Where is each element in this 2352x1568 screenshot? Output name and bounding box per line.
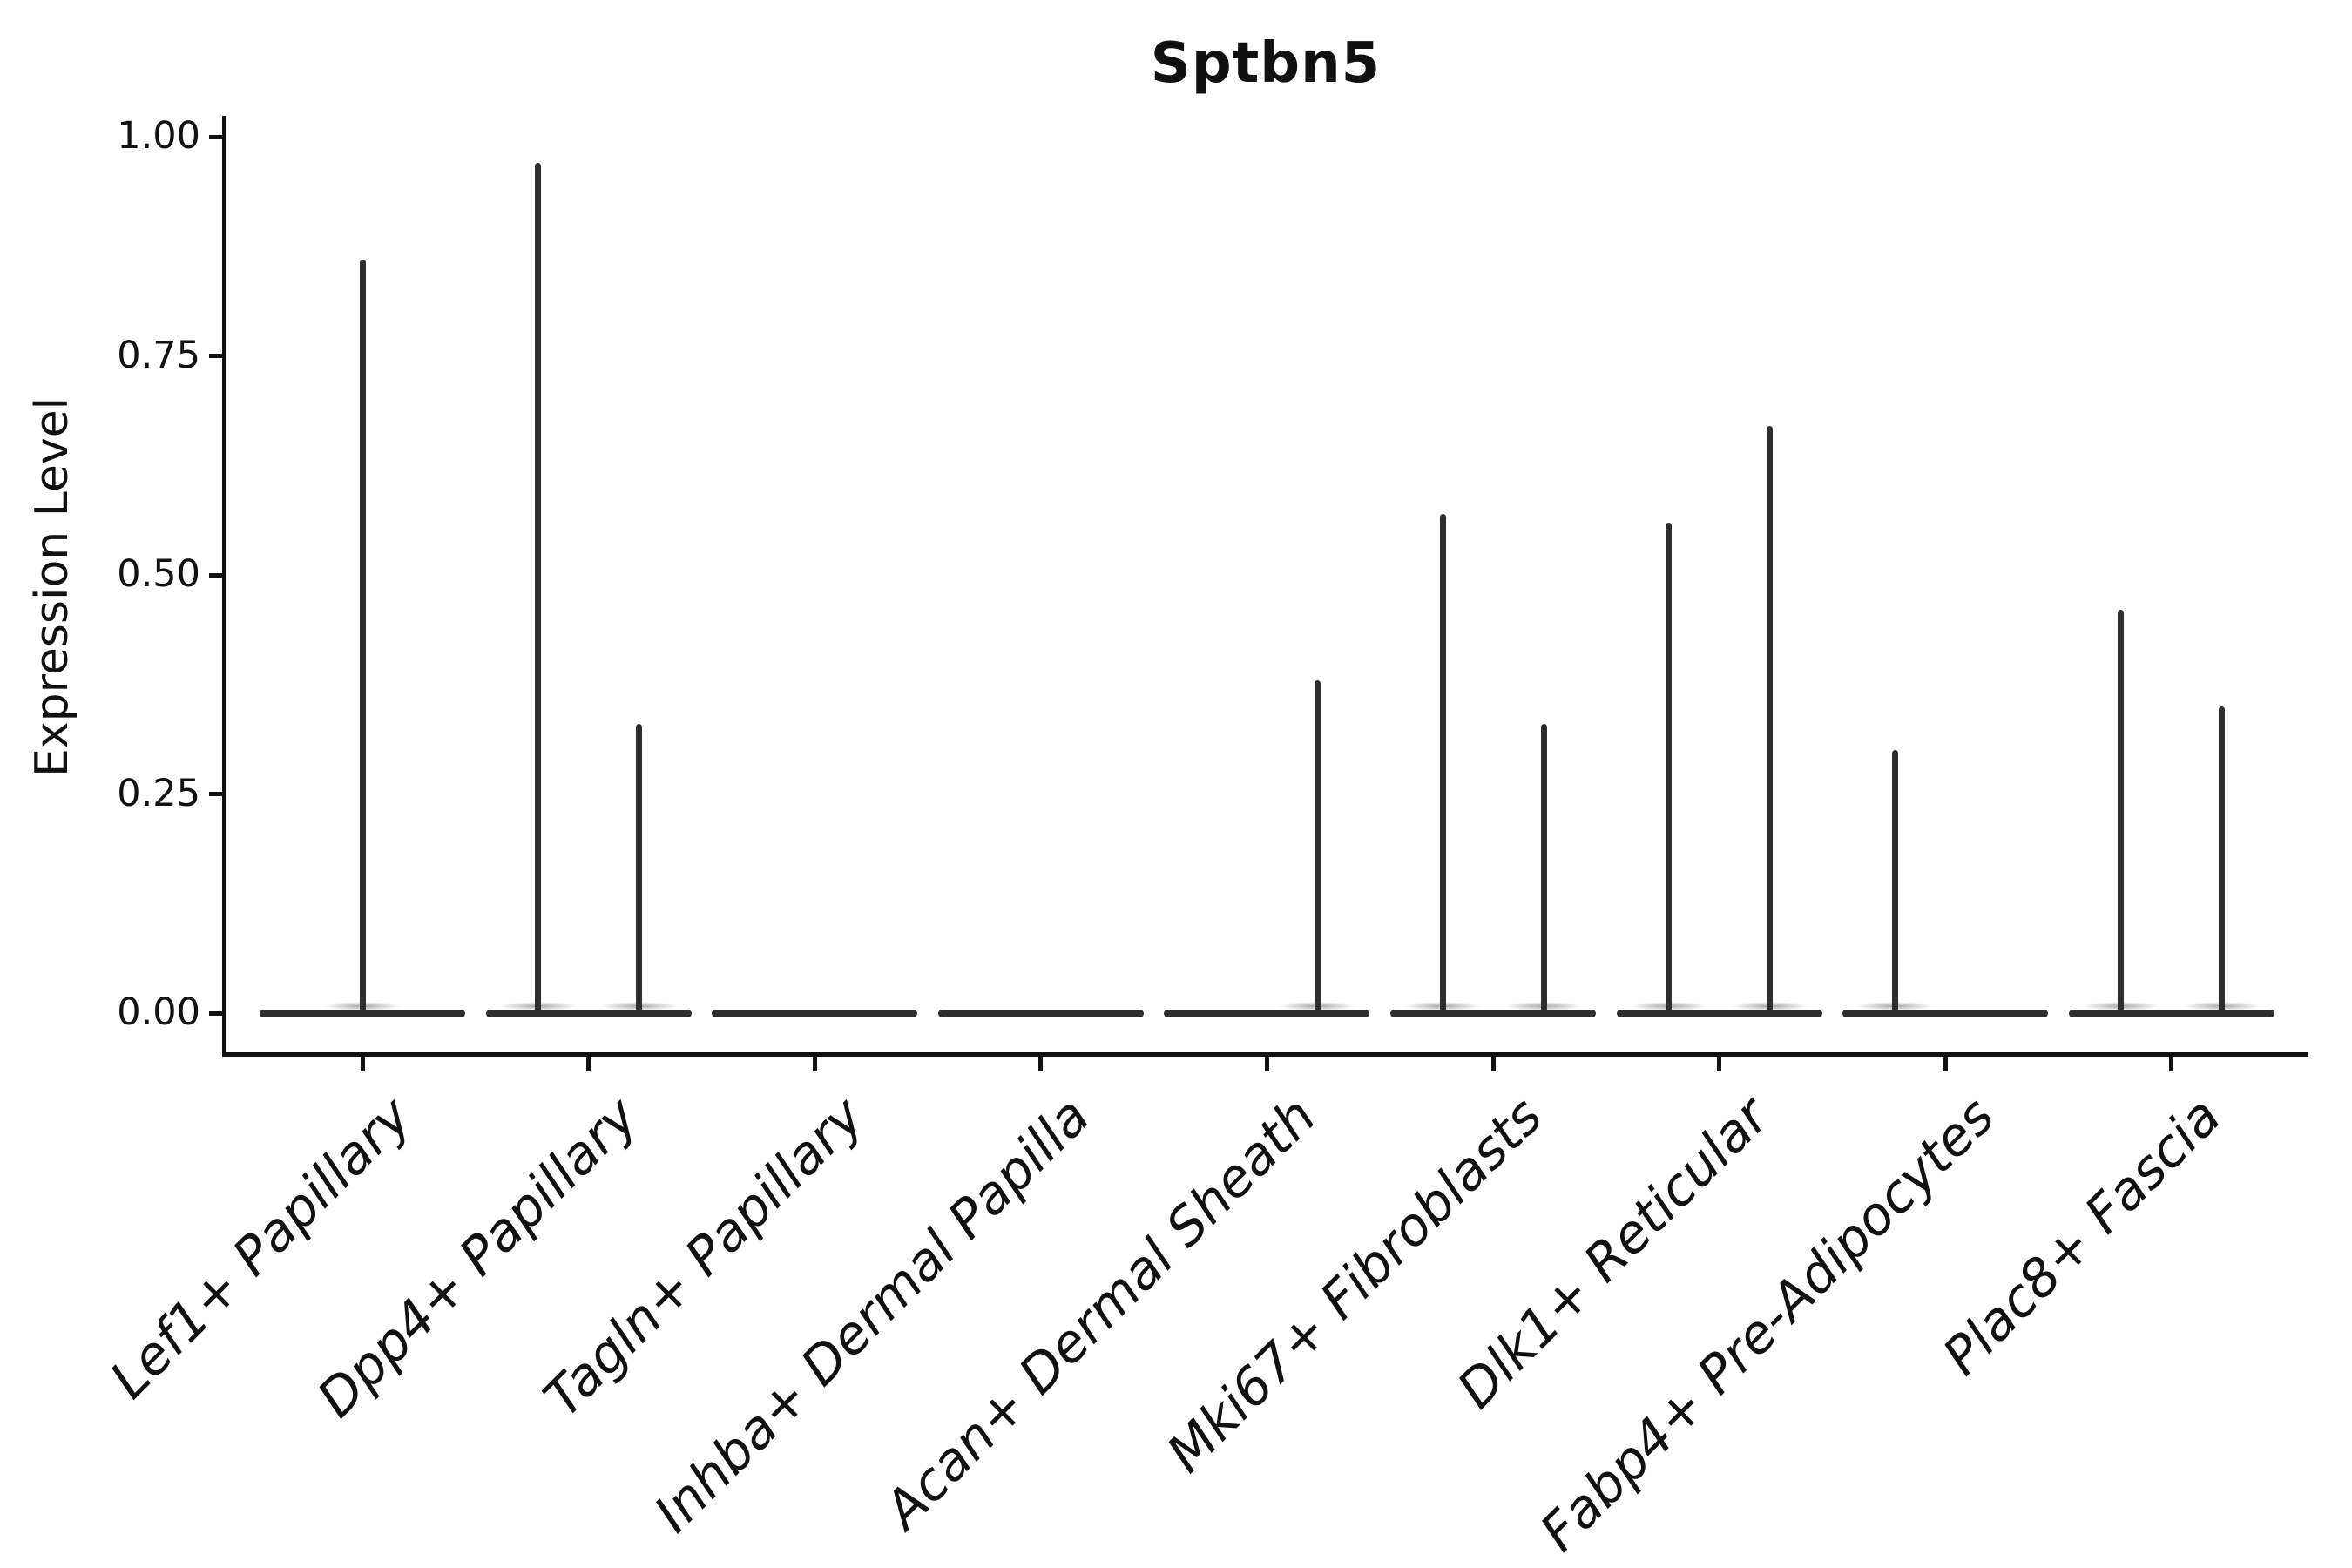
y-tick	[209, 354, 222, 358]
violin-needle	[1666, 522, 1673, 1013]
x-axis-spine	[222, 1052, 2308, 1057]
x-tick	[586, 1057, 591, 1071]
y-tick	[209, 572, 222, 578]
violin-needle	[1891, 750, 1898, 1013]
y-tick-label: 0.75	[117, 333, 200, 377]
x-tick-label: Inhba+ Dermal Papilla	[643, 1085, 1102, 1544]
y-tick-label: 0.00	[117, 990, 200, 1034]
y-tick-label: 0.25	[117, 771, 200, 815]
violin-baseline	[2068, 1009, 2274, 1017]
violin-needle	[359, 259, 366, 1013]
x-tick-label: Acan+ Dermal Sheath	[873, 1085, 1328, 1541]
x-tick	[1943, 1057, 1948, 1071]
x-tick-label: Mki67+ Fibroblasts	[1155, 1085, 1554, 1485]
violin-baseline	[1390, 1009, 1596, 1017]
x-tick	[1264, 1057, 1269, 1071]
violin-needle	[2118, 610, 2125, 1013]
violin-baseline	[485, 1009, 692, 1017]
chart-title: Sptbn5	[1150, 31, 1382, 96]
violin-needle	[1767, 425, 1774, 1013]
violin-needle	[1540, 724, 1547, 1013]
y-tick	[209, 134, 222, 139]
y-axis-spine	[222, 116, 226, 1057]
y-tick-label: 1.00	[117, 114, 200, 158]
violin-baseline	[1164, 1009, 1370, 1017]
x-tick	[1490, 1057, 1496, 1071]
violin-needle	[1439, 513, 1446, 1013]
x-tick	[1717, 1057, 1722, 1071]
violin-baseline	[1616, 1009, 1822, 1017]
violin-needle	[2219, 706, 2226, 1013]
x-tick	[812, 1057, 817, 1071]
violin-needle	[1314, 679, 1321, 1013]
x-tick	[1038, 1057, 1044, 1071]
x-tick	[360, 1057, 365, 1071]
y-tick-label: 0.50	[117, 552, 200, 596]
x-tick-label: Fabp4+ Pre-Adipocytes	[1529, 1085, 2007, 1564]
violin-baseline	[937, 1009, 1144, 1017]
violin-baseline	[1842, 1009, 2049, 1017]
y-tick	[209, 1010, 222, 1016]
y-tick	[209, 792, 222, 796]
violin-baseline	[712, 1009, 918, 1017]
violin-baseline	[260, 1009, 465, 1017]
violin-needle	[636, 724, 643, 1013]
x-tick	[2169, 1057, 2174, 1071]
violin-needle	[535, 163, 542, 1013]
